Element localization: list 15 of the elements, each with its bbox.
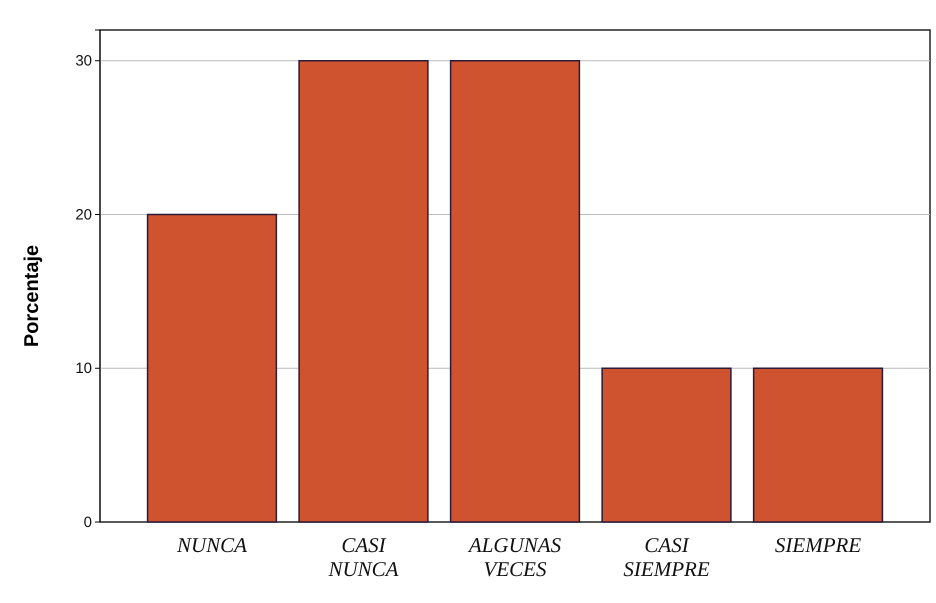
x-tick-label: CASI NUNCA bbox=[327, 533, 399, 581]
bar bbox=[601, 368, 732, 523]
x-tick-label: ALGUNAS VECES bbox=[466, 533, 562, 581]
y-tick-label: 20 bbox=[75, 206, 92, 224]
y-tick-label: 10 bbox=[75, 360, 92, 378]
x-tick-label: CASI SIEMPRE bbox=[623, 533, 710, 581]
bar bbox=[298, 60, 429, 523]
y-axis-title: Porcentaje bbox=[21, 244, 43, 348]
y-tick-label: 0 bbox=[84, 514, 92, 531]
x-tick-label: NUNCA bbox=[176, 533, 248, 557]
bar bbox=[146, 214, 278, 523]
y-tick-label: 30 bbox=[75, 52, 92, 70]
x-tick-label: SIEMPRE bbox=[774, 533, 862, 557]
bar bbox=[450, 60, 580, 523]
bar bbox=[752, 368, 884, 523]
